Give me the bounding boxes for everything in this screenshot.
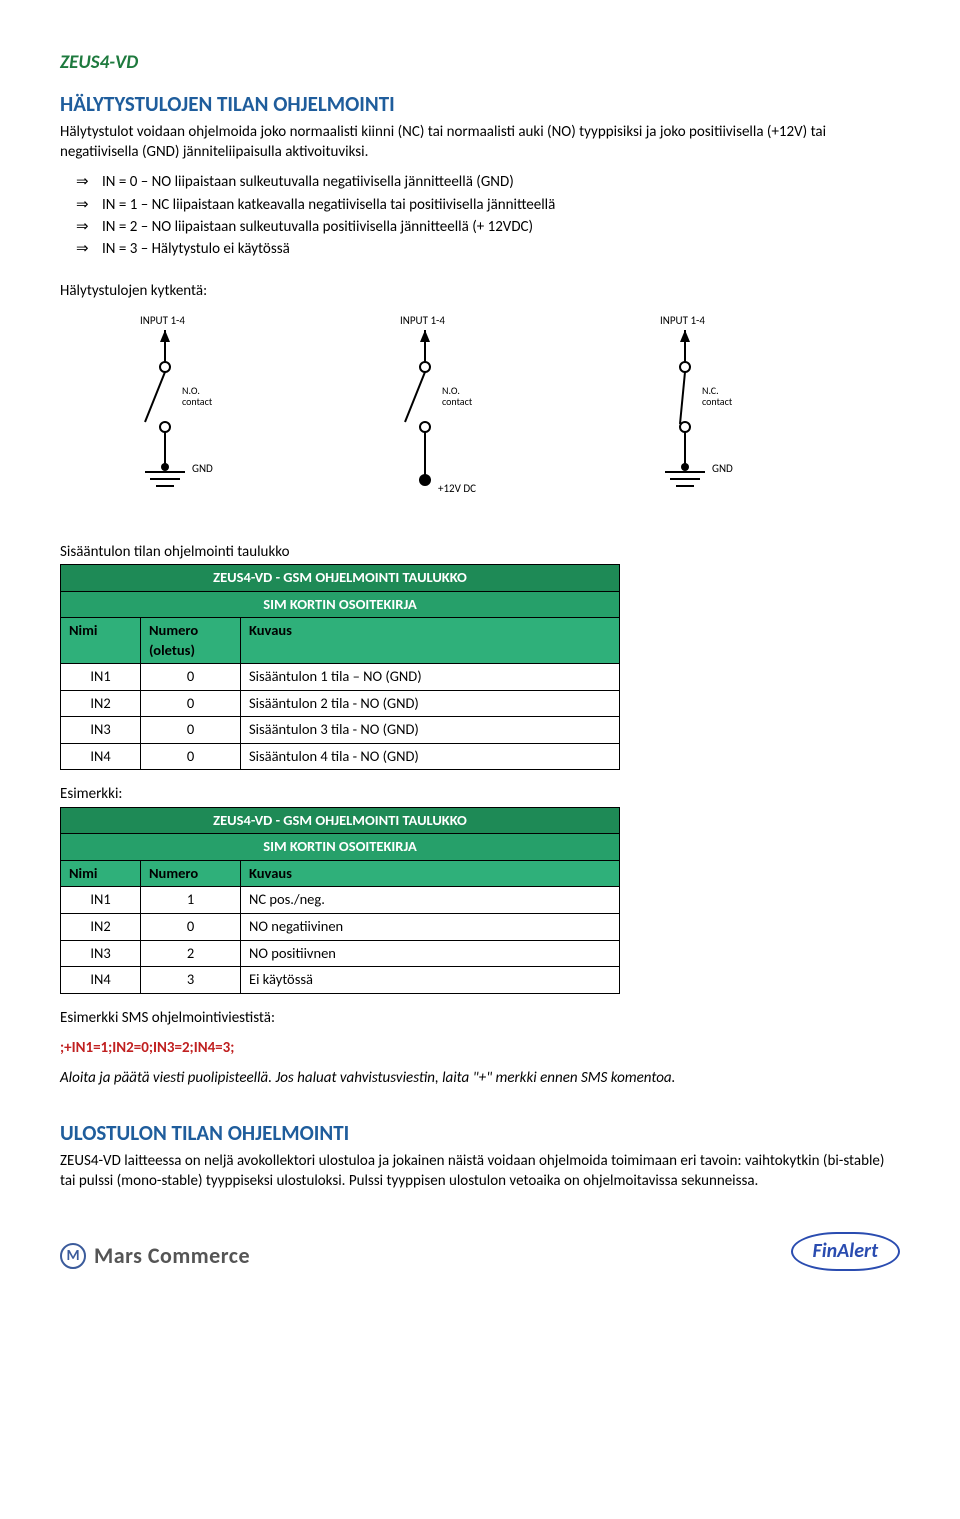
section1-intro: Hälytystulot voidaan ohjelmoida joko nor… (60, 122, 900, 163)
arrow-icon: ⇒ (76, 217, 102, 237)
section1-list: ⇒IN = 0 – NO liipaistaan sulkeutuvalla n… (76, 172, 900, 259)
mars-badge-icon: M (60, 1243, 86, 1269)
table-row: IN32NO positiivnen (61, 940, 620, 967)
table2-subtitle: SIM KORTIN OSOITEKIRJA (61, 834, 620, 861)
list-item: IN = 3 – Hälytystulo ei käytössä (102, 239, 290, 259)
mars-logo: M Mars Commerce (60, 1241, 250, 1271)
diag-label: GND (192, 462, 213, 475)
table2-caption: Esimerkki: (60, 784, 900, 804)
diagram-row: INPUT 1-4 N.O. contact GND INPUT 1-4 N.O… (100, 312, 900, 512)
diagram-no-gnd: INPUT 1-4 N.O. contact GND (100, 312, 280, 512)
arrow-icon: ⇒ (76, 195, 102, 215)
table1-title: ZEUS4-VD - GSM OHJELMOINTI TAULUKKO (61, 564, 620, 591)
table-row: IN20Sisääntulon 2 tila - NO (GND) (61, 690, 620, 717)
col-header: Nimi (61, 860, 141, 887)
diag-label: contact (442, 395, 473, 408)
table-row: IN20NO negatiivinen (61, 913, 620, 940)
table-row: IN40Sisääntulon 4 tila - NO (GND) (61, 743, 620, 770)
diag-label: INPUT 1-4 (140, 314, 185, 327)
section2-body: ZEUS4-VD laitteessa on neljä avokollekto… (60, 1151, 900, 1192)
diagram-no-12v: INPUT 1-4 N.O. contact +12V DC (360, 312, 540, 512)
diagram-caption: Hälytystulojen kytkentä: (60, 281, 900, 301)
col-header: Nimi (61, 618, 141, 664)
sms-note: Aloita ja päätä viesti puolipisteellä. J… (60, 1068, 900, 1088)
diag-label: +12V DC (438, 482, 476, 495)
col-header: Numero (141, 860, 241, 887)
col-header: Kuvaus (241, 618, 620, 664)
product-header: ZEUS4-VD (60, 50, 900, 76)
list-item: IN = 1 – NC liipaistaan katkeavalla nega… (102, 195, 555, 215)
sms-label: Esimerkki SMS ohjelmointiviestistä: (60, 1008, 900, 1028)
table2-title: ZEUS4-VD - GSM OHJELMOINTI TAULUKKO (61, 807, 620, 834)
diag-label: INPUT 1-4 (400, 314, 445, 327)
table-row: IN30Sisääntulon 3 tila - NO (GND) (61, 717, 620, 744)
col-header: Numero (oletus) (141, 618, 241, 664)
table2: ZEUS4-VD - GSM OHJELMOINTI TAULUKKO SIM … (60, 807, 620, 994)
finalert-logo: FinAlert (791, 1232, 900, 1271)
section1-title: HÄLYTYSTULOJEN TILAN OHJELMOINTI (60, 90, 900, 118)
diagram-nc-gnd: INPUT 1-4 N.C. contact GND (620, 312, 800, 512)
table-row: IN10Sisääntulon 1 tila – NO (GND) (61, 664, 620, 691)
section2-title: ULOSTULON TILAN OHJELMOINTI (60, 1119, 900, 1147)
table-row: IN43Ei käytössä (61, 967, 620, 994)
table1: ZEUS4-VD - GSM OHJELMOINTI TAULUKKO SIM … (60, 564, 620, 771)
sms-command: ;+IN1=1;IN2=0;IN3=2;IN4=3; (60, 1038, 900, 1058)
diag-label: contact (702, 395, 733, 408)
list-item: IN = 2 – NO liipaistaan sulkeutuvalla po… (102, 217, 533, 237)
col-header: Kuvaus (241, 860, 620, 887)
diag-label: contact (182, 395, 213, 408)
table-row: IN11NC pos./neg. (61, 887, 620, 914)
table1-caption: Sisääntulon tilan ohjelmointi taulukko (60, 542, 900, 562)
arrow-icon: ⇒ (76, 172, 102, 192)
list-item: IN = 0 – NO liipaistaan sulkeutuvalla ne… (102, 172, 514, 192)
arrow-icon: ⇒ (76, 239, 102, 259)
diag-label: GND (712, 462, 733, 475)
footer: M Mars Commerce FinAlert (60, 1232, 900, 1271)
diag-label: INPUT 1-4 (660, 314, 705, 327)
table1-subtitle: SIM KORTIN OSOITEKIRJA (61, 591, 620, 618)
mars-text: Mars Commerce (94, 1241, 250, 1271)
